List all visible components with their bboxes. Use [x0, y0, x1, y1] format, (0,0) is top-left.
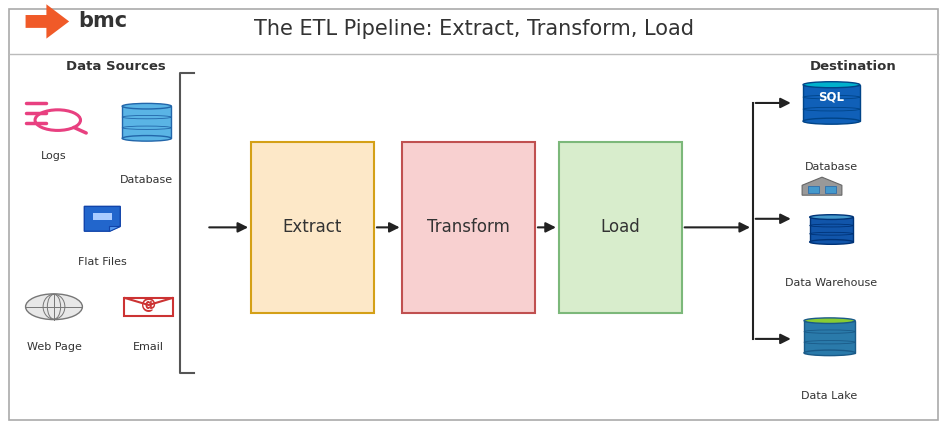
FancyBboxPatch shape [124, 298, 173, 316]
FancyBboxPatch shape [402, 142, 535, 313]
FancyBboxPatch shape [559, 142, 682, 313]
Text: bmc: bmc [79, 12, 128, 31]
Ellipse shape [810, 214, 853, 219]
Text: Load: Load [600, 218, 640, 236]
Ellipse shape [803, 118, 860, 124]
FancyBboxPatch shape [804, 321, 855, 353]
Text: Database: Database [120, 175, 173, 185]
FancyBboxPatch shape [803, 85, 860, 121]
FancyBboxPatch shape [810, 217, 853, 242]
FancyBboxPatch shape [9, 9, 938, 420]
FancyBboxPatch shape [93, 213, 112, 220]
Circle shape [26, 294, 82, 320]
Text: Data Sources: Data Sources [66, 60, 166, 73]
Text: Extract: Extract [283, 218, 342, 236]
FancyBboxPatch shape [808, 186, 819, 193]
Ellipse shape [122, 136, 171, 141]
Text: Database: Database [805, 162, 858, 172]
Text: Data Lake: Data Lake [801, 391, 858, 402]
FancyBboxPatch shape [825, 186, 836, 193]
Text: Web Page: Web Page [27, 342, 81, 352]
Polygon shape [109, 226, 120, 231]
Polygon shape [84, 206, 120, 231]
Text: SQL: SQL [818, 90, 845, 103]
Text: The ETL Pipeline: Extract, Transform, Load: The ETL Pipeline: Extract, Transform, Lo… [254, 19, 693, 39]
FancyBboxPatch shape [251, 142, 374, 313]
Text: @: @ [141, 297, 156, 312]
Ellipse shape [122, 103, 171, 109]
Text: Email: Email [134, 342, 164, 352]
Text: Transform: Transform [427, 218, 510, 236]
Ellipse shape [804, 318, 855, 323]
Ellipse shape [804, 350, 855, 356]
Polygon shape [26, 4, 69, 39]
Polygon shape [802, 177, 842, 195]
Text: Flat Files: Flat Files [78, 257, 127, 267]
Text: Destination: Destination [810, 60, 897, 73]
Text: Logs: Logs [41, 151, 67, 161]
Ellipse shape [810, 239, 853, 244]
Text: Data Warehouse: Data Warehouse [785, 278, 878, 288]
FancyBboxPatch shape [122, 106, 171, 138]
Ellipse shape [803, 82, 860, 88]
